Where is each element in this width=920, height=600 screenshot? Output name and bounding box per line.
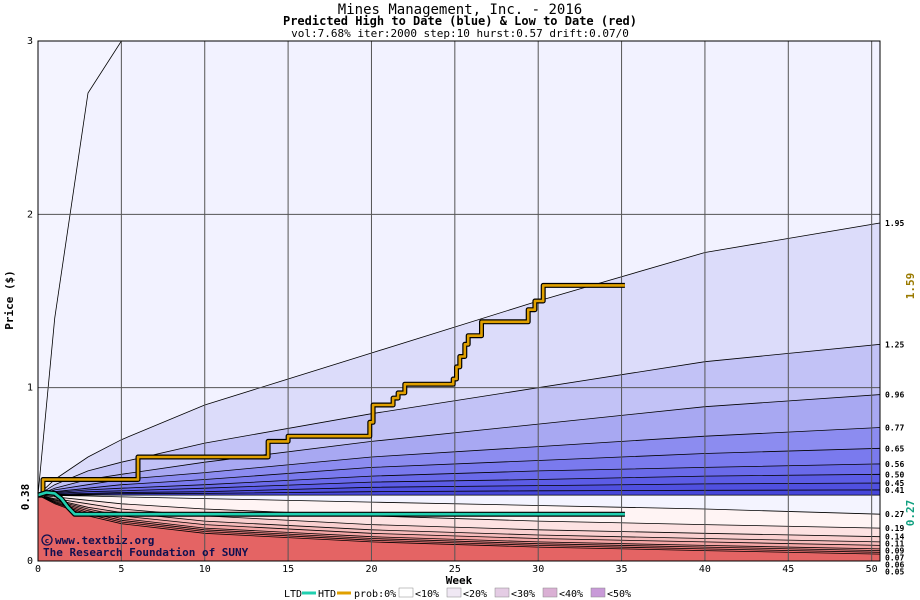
legend-items: <10% <20% <30% <40% <50% xyxy=(398,587,631,600)
right-value-label: 0.05 xyxy=(885,568,904,577)
right-value-label: 0.77 xyxy=(885,424,904,433)
grid-lines xyxy=(38,41,880,561)
x-tick-label: 50 xyxy=(866,564,878,575)
right-value-label: 0.09 xyxy=(885,547,904,556)
right-value-label: 0.19 xyxy=(885,524,904,533)
credit-url: www.textbiz.org xyxy=(55,534,154,547)
right-value-label: 1.25 xyxy=(885,340,904,349)
legend-swatch xyxy=(398,587,414,598)
right-value-label: 0.06 xyxy=(885,561,904,570)
legend-prob-label: prob:0% xyxy=(354,589,396,600)
legend-item-label: <40% xyxy=(559,589,583,600)
copyright-glyph: c xyxy=(45,537,49,545)
x-tick-label: 0 xyxy=(35,564,41,575)
legend-swatch xyxy=(590,587,606,598)
right-value-label: 0.07 xyxy=(885,554,904,563)
series-htd-line xyxy=(38,284,625,497)
right-value-labels: 1.95 1.25 0.96 0.77 0.65 0.560.500.450.41 0.27… xyxy=(885,219,904,577)
legend-swatch xyxy=(494,587,510,598)
x-tick-label: 5 xyxy=(118,564,124,575)
legend-swatch xyxy=(542,587,558,598)
plot-frame xyxy=(37,40,881,562)
y-tick-label: 1 xyxy=(27,383,33,394)
high-bands xyxy=(37,40,881,496)
right-value-label: 1.95 xyxy=(885,219,904,228)
y-tick-label: 0 xyxy=(27,556,33,567)
chart-title: Mines Management, Inc. - 2016 xyxy=(338,2,582,18)
right-value-label: 0.56 xyxy=(885,460,904,469)
x-tick-label: 30 xyxy=(532,564,544,575)
legend-item-label: <20% xyxy=(463,589,487,600)
last-low-label: 0.27 xyxy=(904,500,917,527)
x-tick-label: 25 xyxy=(449,564,461,575)
y-tick-label: 3 xyxy=(27,36,33,47)
legend: LTD HTD prob:0% <10% <20% <30% <40% <50% xyxy=(284,587,631,600)
x-tick-label: 45 xyxy=(782,564,794,575)
x-tick-label: 40 xyxy=(699,564,711,575)
chart-subtitle: Predicted High to Date (blue) & Low to D… xyxy=(283,14,637,28)
series-ltd-line xyxy=(37,491,625,516)
last-high-label: 1.59 xyxy=(904,273,917,300)
credit-org: The Research Foundation of SUNY xyxy=(43,546,249,559)
y-tick-label: 2 xyxy=(27,209,33,220)
x-tick-label: 20 xyxy=(365,564,377,575)
series-lines xyxy=(37,282,625,517)
x-ticks: 0 5 10 15 20 25 30 35 40 45 50 xyxy=(35,564,878,575)
legend-item-label: <30% xyxy=(511,589,535,600)
y-axis-label: Price ($) xyxy=(3,270,16,330)
low-bands xyxy=(37,494,881,562)
credits: c www.textbiz.org The Research Foundatio… xyxy=(41,534,249,559)
right-value-label: 0.11 xyxy=(885,540,904,549)
copyright-icon xyxy=(41,534,53,546)
legend-swatch xyxy=(446,587,462,598)
right-value-label: 0.50 xyxy=(885,470,904,479)
chart-params: vol:7.68% iter:2000 step:10 hurst:0.57 d… xyxy=(291,27,629,40)
right-value-label: 0.41 xyxy=(885,486,904,495)
right-value-label: 0.45 xyxy=(885,479,904,488)
legend-ltd-label: LTD xyxy=(284,589,302,600)
x-tick-label: 35 xyxy=(616,564,628,575)
right-value-label: 0.96 xyxy=(885,391,904,400)
start-price-label: 0.38 xyxy=(19,484,32,511)
legend-htd-label: HTD xyxy=(318,589,336,600)
legend-item-label: <50% xyxy=(607,589,631,600)
right-value-label: 0.14 xyxy=(885,533,904,542)
right-value-label: 0.27 xyxy=(885,510,904,519)
x-axis-label: Week xyxy=(446,574,473,587)
x-tick-label: 15 xyxy=(282,564,294,575)
right-value-label: 0.65 xyxy=(885,444,904,453)
x-tick-label: 10 xyxy=(199,564,211,575)
y-ticks: 0 1 2 3 xyxy=(27,36,33,567)
legend-item-label: <10% xyxy=(415,589,439,600)
